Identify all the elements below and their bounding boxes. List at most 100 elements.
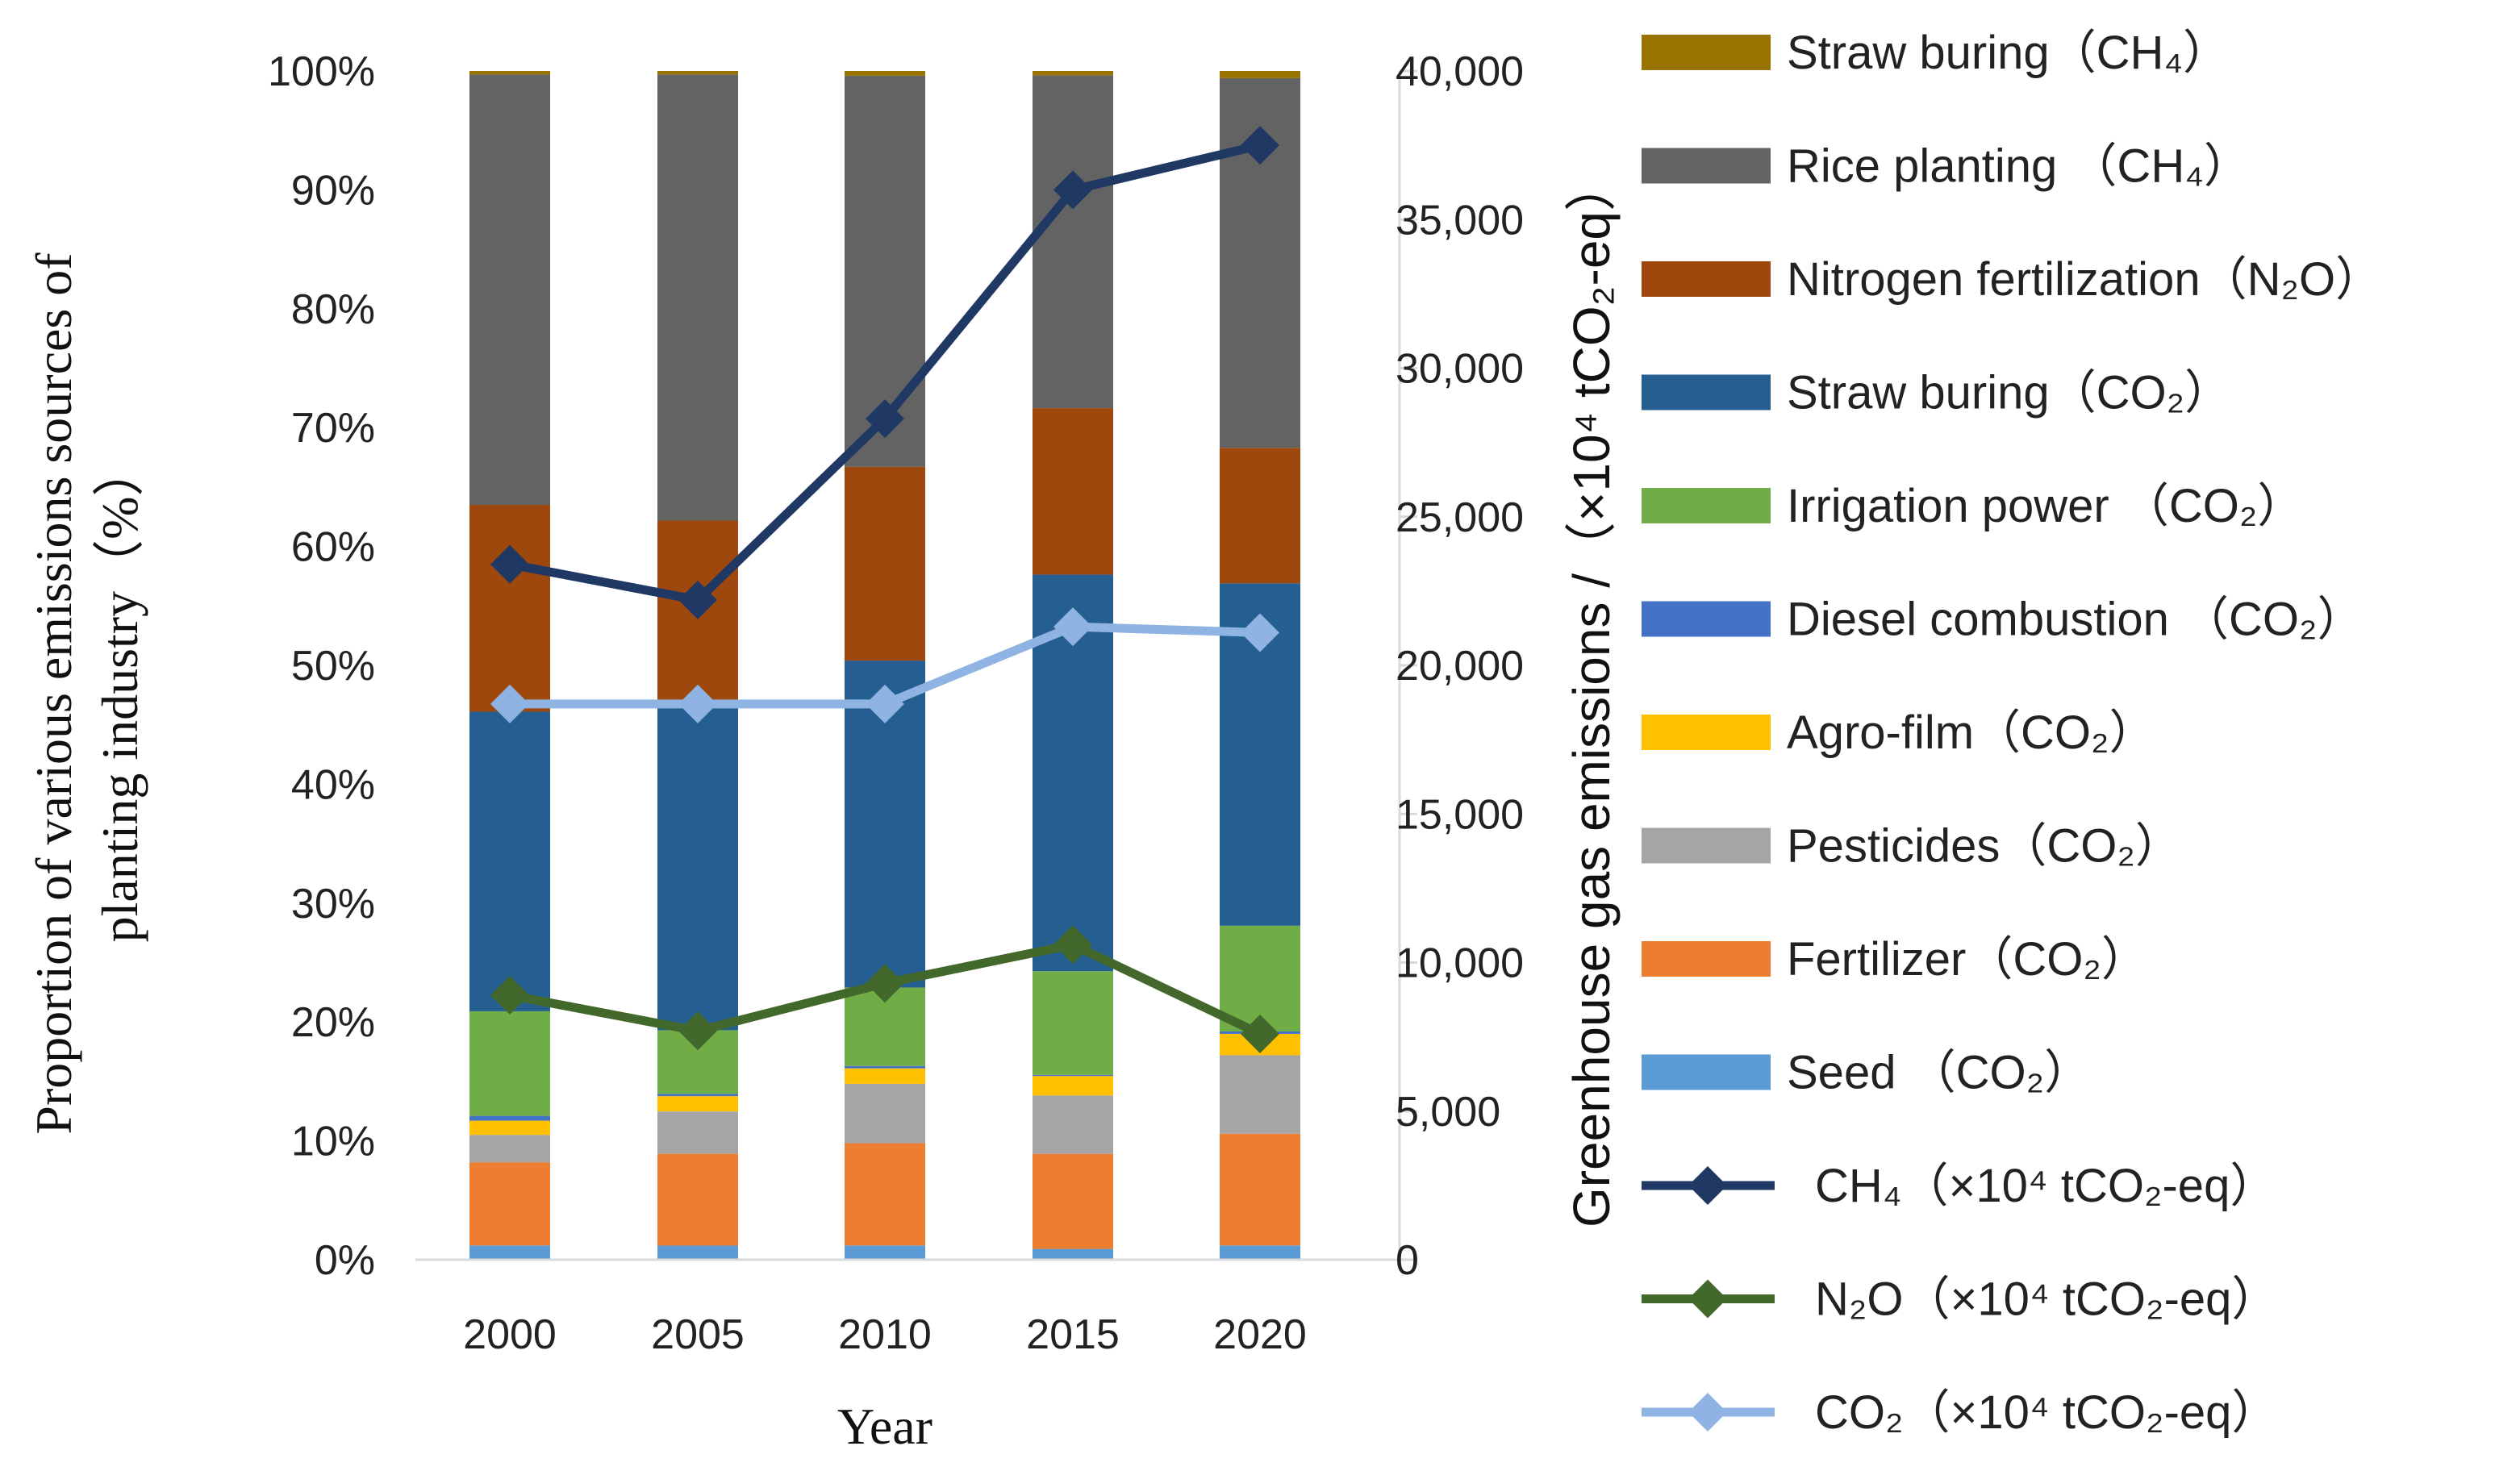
left-axis-tick-label: 70% <box>291 405 375 452</box>
x-axis-tick-label: 2010 <box>838 1311 932 1358</box>
left-axis-tick-label: 100% <box>268 48 375 95</box>
bar-segment-diesel-combustion-2005 <box>657 1094 738 1097</box>
legend-label-diesel-combustion: Diesel combustion （CO₂） <box>1787 594 2364 646</box>
legend-label-co2: CO₂（×10⁴ tCO₂-eq） <box>1815 1386 2278 1439</box>
bar-segment-irrigation-power-2020 <box>1220 925 1300 1031</box>
right-axis-tick-label: 0 <box>1396 1237 1419 1284</box>
bar-segment-diesel-combustion-2010 <box>845 1065 925 1069</box>
x-axis-tick-label: 2015 <box>1026 1311 1120 1358</box>
legend-marker-co2 <box>1688 1393 1727 1432</box>
legend-label-n2o: N₂O（×10⁴ tCO₂-eq） <box>1815 1273 2278 1326</box>
legend-label-seed: Seed （CO₂） <box>1787 1047 2091 1099</box>
bar-segment-agro-film-2010 <box>845 1068 925 1084</box>
legend: Straw buring（CH₄） Rice planting （CH₄） Nitr… <box>1642 27 2382 1439</box>
left-axis-tick-label: 30% <box>291 881 375 927</box>
legend-swatch-rice-planting <box>1642 148 1771 184</box>
line-series <box>490 126 1279 1053</box>
bar-segment-nitrogen-fertilization-2015 <box>1033 408 1113 575</box>
bar-segment-diesel-combustion-2015 <box>1033 1074 1113 1077</box>
legend-swatch-pesticides <box>1642 827 1771 864</box>
x-axis-tick-label: 2005 <box>651 1311 745 1358</box>
tick-labels: 0% 10% 20% 30% 40% 50% 60% 70% 80% 90% 100% 0 5,000 1… <box>268 48 1524 1358</box>
bar-segment-pesticides-2015 <box>1033 1095 1113 1154</box>
right-axis-tick-label: 20,000 <box>1396 643 1524 690</box>
legend-marker-n2o <box>1688 1279 1727 1319</box>
bar-segment-agro-film-2005 <box>657 1096 738 1112</box>
bar-segment-pesticides-2000 <box>469 1135 550 1163</box>
left-axis-tick-label: 50% <box>291 643 375 690</box>
bar-segment-straw-buring-ch4-2010 <box>845 71 925 76</box>
line-marker-n2o-2000 <box>490 976 529 1015</box>
legend-swatch-nitrogen-fertilization <box>1642 261 1771 297</box>
bar-segment-irrigation-power-2000 <box>469 1011 550 1116</box>
legend-label-nitrogen-fertilization: Nitrogen fertilization（N₂O） <box>1787 253 2382 306</box>
line-marker-n2o-2010 <box>866 964 904 1003</box>
legend-label-irrigation-power: Irrigation power （CO₂） <box>1787 480 2304 532</box>
right-axis-title: Greenhouse gas emissions /（×10⁴ tCO₂-eq） <box>1562 160 1621 1227</box>
left-axis-tick-label: 20% <box>291 999 375 1046</box>
x-axis-tick-label: 2000 <box>463 1311 557 1358</box>
left-axis-tick-label: 40% <box>291 761 375 808</box>
legend-label-fertilizer: Fertilizer（CO₂） <box>1787 933 2148 986</box>
line-marker-co2-2020 <box>1241 613 1279 652</box>
x-axis-tick-label: 2020 <box>1213 1311 1307 1358</box>
left-axis-tick-label: 80% <box>291 286 375 333</box>
line-marker-ch4-2020 <box>1241 126 1279 165</box>
bar-segment-nitrogen-fertilization-2010 <box>845 466 925 661</box>
bar-segment-nitrogen-fertilization-2020 <box>1220 448 1300 584</box>
line-marker-co2-2005 <box>678 684 717 723</box>
legend-label-ch4: CH₄（×10⁴ tCO₂-eq） <box>1815 1160 2276 1212</box>
right-axis-tick-label: 10,000 <box>1396 940 1524 987</box>
right-axis-tick-label: 30,000 <box>1396 346 1524 393</box>
legend-swatch-straw-buring-co2 <box>1642 374 1771 411</box>
bar-segment-fertilizer-2000 <box>469 1162 550 1246</box>
legend-label-pesticides: Pesticides（CO₂） <box>1787 820 2182 873</box>
legend-swatch-fertilizer <box>1642 941 1771 977</box>
bar-segment-seed-2010 <box>845 1245 925 1260</box>
line-marker-co2-2010 <box>866 684 904 723</box>
line-marker-ch4-2005 <box>678 580 717 619</box>
axes <box>415 69 1417 1261</box>
line-marker-ch4-2010 <box>866 399 904 439</box>
bar-segment-seed-2020 <box>1220 1245 1300 1260</box>
legend-label-agro-film: Agro-film（CO₂） <box>1787 706 2156 759</box>
bar-segment-straw-buring-co2-2005 <box>657 706 738 1031</box>
bar-segment-rice-planting-2000 <box>469 74 550 506</box>
bar-segment-nitrogen-fertilization-2000 <box>469 505 550 712</box>
bar-segment-fertilizer-2010 <box>845 1143 925 1246</box>
left-axis-tick-label: 0% <box>315 1237 375 1284</box>
bar-segment-fertilizer-2020 <box>1220 1133 1300 1246</box>
right-axis-tick-label: 40,000 <box>1396 48 1524 95</box>
left-axis-tick-label: 90% <box>291 167 375 214</box>
bar-segment-pesticides-2020 <box>1220 1055 1300 1134</box>
legend-label-straw-buring-co2: Straw buring（CO₂） <box>1787 367 2231 419</box>
bar-segment-straw-buring-ch4-2000 <box>469 71 550 75</box>
left-axis-title: Proportion of various emissions sources … <box>25 252 82 1135</box>
bar-segment-seed-2005 <box>657 1245 738 1260</box>
bar-segment-straw-buring-ch4-2005 <box>657 71 738 75</box>
line-marker-ch4-2000 <box>490 544 529 584</box>
bar-segment-pesticides-2005 <box>657 1111 738 1154</box>
bar-segment-pesticides-2010 <box>845 1083 925 1144</box>
right-axis-tick-label: 35,000 <box>1396 197 1524 244</box>
legend-marker-ch4 <box>1688 1166 1727 1205</box>
right-axis-tick-label: 15,000 <box>1396 791 1524 838</box>
bar-segment-diesel-combustion-2000 <box>469 1115 550 1121</box>
bar-segment-irrigation-power-2015 <box>1033 971 1113 1075</box>
bar-segment-fertilizer-2005 <box>657 1153 738 1246</box>
line-marker-n2o-2015 <box>1053 925 1092 965</box>
bar-segment-seed-2000 <box>469 1245 550 1260</box>
bar-segment-seed-2015 <box>1033 1248 1113 1260</box>
legend-swatch-diesel-combustion <box>1642 601 1771 637</box>
bar-segment-straw-buring-ch4-2015 <box>1033 71 1113 76</box>
legend-swatch-straw-buring-ch4 <box>1642 35 1771 70</box>
bar-segment-agro-film-2015 <box>1033 1076 1113 1096</box>
stacked-bars <box>469 71 1300 1260</box>
bar-segment-straw-buring-ch4-2020 <box>1220 71 1300 78</box>
left-axis-title-line2: planting industry（%） <box>91 445 148 943</box>
line-marker-n2o-2005 <box>678 1011 717 1051</box>
line-marker-n2o-2020 <box>1241 1014 1279 1053</box>
legend-swatch-seed <box>1642 1054 1771 1090</box>
line-marker-co2-2000 <box>490 684 529 723</box>
